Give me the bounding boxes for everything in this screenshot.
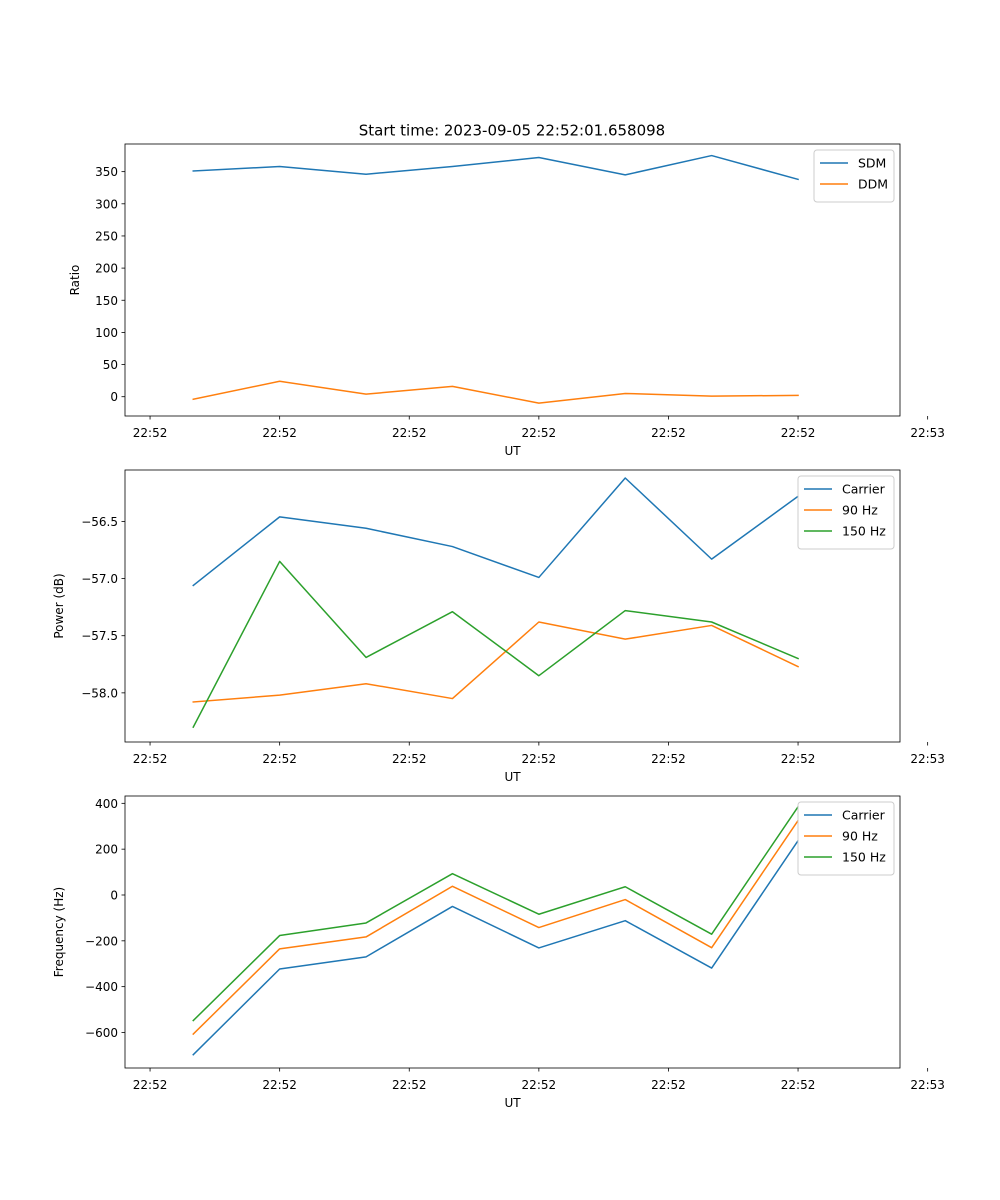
axes-frame	[124, 469, 901, 743]
y-tick-label: 300	[95, 197, 118, 211]
y-tick-label: −400	[85, 980, 118, 994]
x-tick-label: 22:52	[133, 752, 168, 766]
chart-3: 22:52 22:52 22:52 22:52 22:52 22:52 22:53 −600 −…	[52, 795, 945, 1110]
x-axis-label: UT	[504, 444, 521, 458]
x-tick-label: 22:53	[910, 1078, 945, 1092]
x-tick-label: 22:52	[651, 426, 686, 440]
series-line-150-hz	[192, 805, 800, 1022]
legend-label: 150 Hz	[842, 850, 886, 865]
x-axis-label: UT	[504, 770, 521, 784]
legend-label: Carrier	[842, 808, 886, 823]
x-tick-label: 22:52	[522, 752, 557, 766]
legend-label: 90 Hz	[842, 829, 878, 844]
x-tick-label: 22:52	[522, 1078, 557, 1092]
y-tick-label: 200	[95, 262, 118, 276]
x-tick-label: 22:52	[262, 752, 297, 766]
series-line-carrier	[192, 839, 800, 1056]
y-tick-label: −57.0	[81, 572, 118, 586]
series-line-90-hz	[192, 621, 800, 703]
chart-2: 22:52 22:52 22:52 22:52 22:52 22:52 22:53 −58.0…	[52, 469, 945, 784]
y-tick-label: 200	[95, 843, 118, 857]
axes-frame	[124, 143, 901, 417]
x-tick-label: 22:52	[392, 1078, 427, 1092]
y-tick-label: −200	[85, 934, 118, 948]
y-axis-label: Ratio	[68, 265, 82, 296]
x-tick-label: 22:53	[910, 426, 945, 440]
y-tick-label: −58.0	[81, 686, 118, 700]
series-line-sdm	[192, 154, 799, 181]
x-tick-label: 22:52	[392, 752, 427, 766]
y-tick-label: 350	[95, 165, 118, 179]
series-line-ddm	[192, 380, 799, 404]
y-tick-label: 0	[110, 888, 118, 902]
y-axis-label: Frequency (Hz)	[52, 887, 66, 978]
x-tick-label: 22:52	[781, 752, 816, 766]
x-tick-label: 22:52	[392, 426, 427, 440]
y-tick-label: −56.5	[81, 515, 118, 529]
legend-label: 90 Hz	[842, 503, 878, 518]
x-tick-label: 22:52	[133, 426, 168, 440]
x-tick-label: 22:52	[262, 1078, 297, 1092]
y-axis-label: Power (dB)	[52, 573, 66, 638]
figure-title: Start time: 2023-09-05 22:52:01.658098	[359, 122, 665, 140]
x-tick-label: 22:52	[651, 752, 686, 766]
chart-1: 22:52 22:52 22:52 22:52 22:52 22:52 22:53 0 50 10…	[68, 143, 945, 458]
y-tick-label: −57.5	[81, 629, 118, 643]
series-line-150-hz	[192, 560, 800, 729]
x-tick-label: 22:53	[910, 752, 945, 766]
series-line-90-hz	[192, 819, 800, 1036]
legend-label: 150 Hz	[842, 524, 886, 539]
x-tick-label: 22:52	[133, 1078, 168, 1092]
x-tick-label: 22:52	[522, 426, 557, 440]
x-axis-label: UT	[504, 1096, 521, 1110]
axes-frame	[124, 795, 901, 1069]
y-tick-label: 100	[95, 326, 118, 340]
legend-label: SDM	[858, 156, 886, 171]
y-tick-label: 50	[103, 358, 118, 372]
y-tick-label: 400	[95, 797, 118, 811]
x-tick-label: 22:52	[651, 1078, 686, 1092]
y-tick-label: −600	[85, 1026, 118, 1040]
x-tick-label: 22:52	[262, 426, 297, 440]
y-tick-label: 0	[110, 390, 118, 404]
legend-label: Carrier	[842, 482, 886, 497]
x-tick-label: 22:52	[781, 1078, 816, 1092]
legend-label: DDM	[858, 177, 888, 192]
y-tick-label: 250	[95, 229, 118, 243]
series-line-carrier	[192, 477, 800, 587]
y-tick-label: 150	[95, 294, 118, 308]
x-tick-label: 22:52	[781, 426, 816, 440]
